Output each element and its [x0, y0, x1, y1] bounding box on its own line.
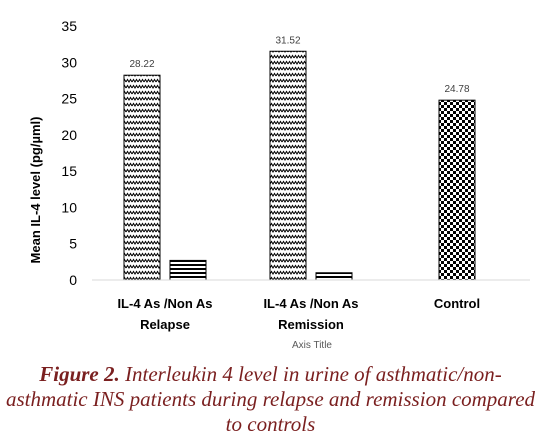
- figure-caption-lead: Figure 2.: [39, 362, 120, 386]
- x-category-label: Remission: [278, 317, 344, 332]
- x-category-label: Relapse: [140, 317, 190, 332]
- y-tick-label: 30: [61, 54, 77, 70]
- bar: [269, 50, 307, 281]
- bar: [315, 272, 353, 281]
- bars: 28.22 31.52 24.78: [123, 35, 476, 281]
- data-label: 31.52: [275, 35, 300, 46]
- y-tick-label: 25: [61, 91, 77, 107]
- bar: [169, 259, 207, 281]
- x-category-label: IL-4 As /Non As: [117, 296, 212, 311]
- bar-chart: 0 5 10 15 20 25 30 35 28.22 31.52 24.78 IL-4 As /…: [28, 18, 530, 351]
- figure-caption: Figure 2. Interleukin 4 level in urine o…: [0, 362, 541, 437]
- y-tick-label: 15: [61, 163, 77, 179]
- figure-caption-text: Interleukin 4 level in urine of asthmati…: [5, 362, 536, 436]
- bar: [438, 99, 476, 281]
- y-tick-label: 5: [69, 236, 77, 252]
- x-axis-labels: IL-4 As /Non As Relapse IL-4 As /Non As Rem…: [117, 296, 480, 332]
- data-label: 28.22: [129, 59, 154, 70]
- x-category-label: Control: [434, 296, 480, 311]
- bar: [123, 74, 161, 281]
- y-axis-ticks: 0 5 10 15 20 25 30 35: [61, 18, 77, 288]
- x-category-label: IL-4 As /Non As: [263, 296, 358, 311]
- y-tick-label: 35: [61, 18, 77, 34]
- data-label: 24.78: [444, 84, 469, 95]
- y-axis-title: Mean IL-4 level (pg/µml): [28, 117, 43, 264]
- y-tick-label: 0: [69, 272, 77, 288]
- y-tick-label: 10: [61, 199, 77, 215]
- y-tick-label: 20: [61, 127, 77, 143]
- x-axis-title: Axis Title: [292, 340, 332, 351]
